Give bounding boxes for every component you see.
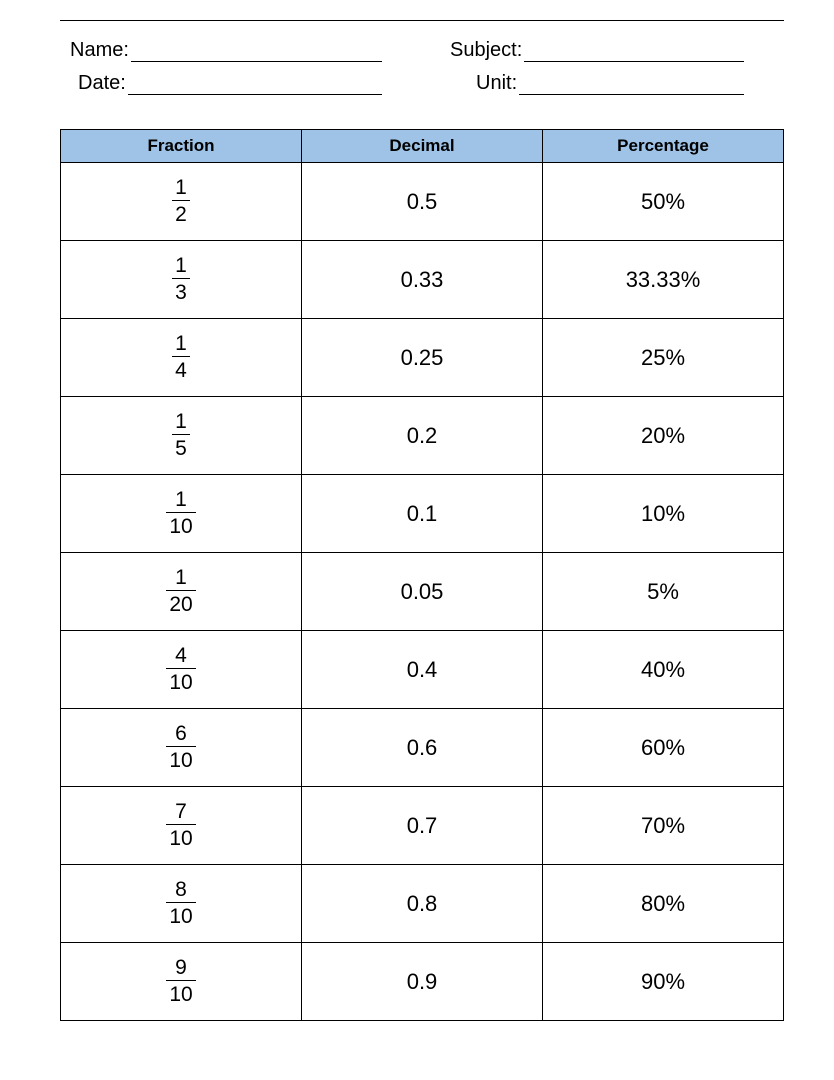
fraction: 15	[172, 411, 190, 459]
cell-percentage: 33.33%	[543, 241, 784, 319]
fraction-denominator: 10	[166, 903, 195, 927]
field-line[interactable]	[131, 42, 382, 62]
field-date: Date:	[60, 72, 422, 95]
cell-percentage: 25%	[543, 319, 784, 397]
col-percentage: Percentage	[543, 130, 784, 163]
cell-fraction: 610	[61, 709, 302, 787]
table-row: 910 0.990%	[61, 943, 784, 1021]
cell-decimal: 0.5	[302, 163, 543, 241]
fraction-numerator: 1	[172, 255, 190, 279]
fraction-denominator: 10	[166, 981, 195, 1005]
fraction-numerator: 6	[166, 723, 195, 747]
field-line[interactable]	[519, 75, 744, 95]
table-row: 120 0.055%	[61, 553, 784, 631]
cell-decimal: 0.6	[302, 709, 543, 787]
table-row: 13 0.3333.33%	[61, 241, 784, 319]
fraction: 410	[166, 645, 195, 693]
table-body: 120.550%130.3333.33%140.2525%150.220%110…	[61, 163, 784, 1021]
cell-fraction: 13	[61, 241, 302, 319]
table-row: 15 0.220%	[61, 397, 784, 475]
field-line[interactable]	[524, 42, 744, 62]
top-rule	[60, 20, 784, 21]
cell-decimal: 0.25	[302, 319, 543, 397]
fraction-numerator: 1	[166, 489, 195, 513]
fraction-numerator: 7	[166, 801, 195, 825]
fraction-denominator: 5	[172, 435, 190, 459]
cell-percentage: 40%	[543, 631, 784, 709]
cell-decimal: 0.1	[302, 475, 543, 553]
table-row: 810 0.880%	[61, 865, 784, 943]
field-subject: Subject:	[422, 39, 784, 62]
fraction-denominator: 3	[172, 279, 190, 303]
fraction-numerator: 4	[166, 645, 195, 669]
fraction-numerator: 1	[172, 177, 190, 201]
fraction-numerator: 9	[166, 957, 195, 981]
col-fraction: Fraction	[61, 130, 302, 163]
table-row: 410 0.440%	[61, 631, 784, 709]
cell-fraction: 410	[61, 631, 302, 709]
conversion-table: Fraction Decimal Percentage 120.550%130.…	[60, 129, 784, 1021]
cell-decimal: 0.8	[302, 865, 543, 943]
cell-percentage: 60%	[543, 709, 784, 787]
cell-fraction: 120	[61, 553, 302, 631]
fraction-numerator: 8	[166, 879, 195, 903]
fraction: 12	[172, 177, 190, 225]
fraction-denominator: 2	[172, 201, 190, 225]
cell-fraction: 810	[61, 865, 302, 943]
cell-percentage: 70%	[543, 787, 784, 865]
field-unit: Unit:	[422, 72, 784, 95]
table-head: Fraction Decimal Percentage	[61, 130, 784, 163]
cell-percentage: 50%	[543, 163, 784, 241]
cell-decimal: 0.7	[302, 787, 543, 865]
fraction-numerator: 1	[166, 567, 195, 591]
fraction-denominator: 10	[166, 825, 195, 849]
table-row: 12 0.550%	[61, 163, 784, 241]
fraction-denominator: 4	[172, 357, 190, 381]
fraction: 13	[172, 255, 190, 303]
fraction-denominator: 10	[166, 669, 195, 693]
cell-fraction: 110	[61, 475, 302, 553]
fraction: 110	[166, 489, 195, 537]
cell-fraction: 910	[61, 943, 302, 1021]
fraction-numerator: 1	[172, 333, 190, 357]
cell-percentage: 90%	[543, 943, 784, 1021]
cell-fraction: 15	[61, 397, 302, 475]
cell-decimal: 0.33	[302, 241, 543, 319]
header-fields: Name: Subject: Date: Unit:	[60, 39, 784, 105]
table-header-row: Fraction Decimal Percentage	[61, 130, 784, 163]
table-row: 14 0.2525%	[61, 319, 784, 397]
cell-decimal: 0.2	[302, 397, 543, 475]
fraction: 710	[166, 801, 195, 849]
field-line[interactable]	[128, 75, 382, 95]
fraction: 610	[166, 723, 195, 771]
fraction: 120	[166, 567, 195, 615]
fraction: 810	[166, 879, 195, 927]
cell-percentage: 10%	[543, 475, 784, 553]
fraction-denominator: 10	[166, 747, 195, 771]
cell-percentage: 20%	[543, 397, 784, 475]
fraction-numerator: 1	[172, 411, 190, 435]
table-row: 110 0.110%	[61, 475, 784, 553]
cell-decimal: 0.9	[302, 943, 543, 1021]
fraction-denominator: 20	[166, 591, 195, 615]
table-row: 710 0.770%	[61, 787, 784, 865]
field-name: Name:	[60, 39, 422, 62]
field-label: Subject:	[422, 39, 524, 62]
cell-decimal: 0.05	[302, 553, 543, 631]
cell-percentage: 80%	[543, 865, 784, 943]
cell-percentage: 5%	[543, 553, 784, 631]
field-label: Unit:	[422, 72, 519, 95]
worksheet-page: Name: Subject: Date: Unit: Fraction Deci…	[0, 0, 834, 1041]
cell-fraction: 12	[61, 163, 302, 241]
cell-fraction: 710	[61, 787, 302, 865]
field-label: Date:	[60, 72, 128, 95]
field-label: Name:	[60, 39, 131, 62]
col-decimal: Decimal	[302, 130, 543, 163]
fraction-denominator: 10	[166, 513, 195, 537]
fraction: 14	[172, 333, 190, 381]
fraction: 910	[166, 957, 195, 1005]
cell-fraction: 14	[61, 319, 302, 397]
table-row: 610 0.660%	[61, 709, 784, 787]
cell-decimal: 0.4	[302, 631, 543, 709]
